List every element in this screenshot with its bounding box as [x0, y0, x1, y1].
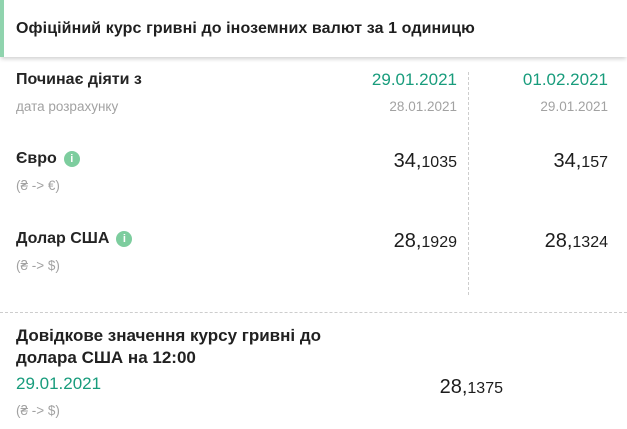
column-divider	[468, 72, 469, 295]
widget-title-bar: Офіційний курс гривні до іноземних валют…	[0, 0, 627, 57]
usd-rate-col2-cell: 28,1324	[488, 229, 608, 255]
info-icon[interactable]: i	[116, 231, 133, 247]
eur-rate-col1-cell: 34,1035	[307, 149, 457, 175]
rates-table: Починає діяти з дата розрахунку 29.01.20…	[0, 57, 627, 312]
header-col2-cell: 01.02.2021 29.01.2021	[488, 70, 608, 115]
usd-rate-col1: 28,1929	[393, 230, 457, 252]
usd-rate-col2: 28,1324	[544, 230, 608, 252]
usd-name: Долар США	[16, 230, 110, 247]
effective-from-label: Починає діяти з	[16, 71, 142, 88]
eur-label-cell: Євро i (₴ -> €)	[16, 149, 307, 194]
reference-value-cell: 28,1375	[440, 375, 503, 401]
calc-date-col2: 29.01.2021	[540, 99, 608, 114]
usd-label-cell: Долар США i (₴ -> $)	[16, 229, 307, 274]
reference-rate: 28,1375	[439, 376, 503, 398]
effective-date-col2: 01.02.2021	[522, 70, 608, 89]
eur-rate-col2-cell: 34,157	[488, 149, 608, 175]
usd-pair-label: (₴ -> $)	[16, 258, 60, 273]
calc-date-label: дата розрахунку	[16, 99, 119, 114]
eur-rate-col2: 34,157	[553, 150, 608, 172]
eur-pair-label: (₴ -> €)	[16, 178, 60, 193]
info-icon[interactable]: i	[63, 151, 80, 167]
table-row-usd: Долар США i (₴ -> $) 28,1929 28,1324	[16, 229, 608, 274]
reference-date: 29.01.2021	[16, 374, 102, 393]
reference-text-block: Довідкове значення курсу гривні до долар…	[16, 325, 440, 419]
reference-section: Довідкове значення курсу гривні до долар…	[0, 312, 627, 419]
header-col1-cell: 29.01.2021 28.01.2021	[307, 70, 457, 115]
usd-rate-col1-cell: 28,1929	[307, 229, 457, 255]
calc-date-col1: 28.01.2021	[389, 99, 457, 114]
reference-pair-label: (₴ -> $)	[16, 403, 60, 418]
page-title: Офіційний курс гривні до іноземних валют…	[16, 19, 475, 37]
header-label-cell: Починає діяти з дата розрахунку	[16, 70, 307, 115]
effective-date-col1: 29.01.2021	[371, 70, 457, 89]
table-header-row: Починає діяти з дата розрахунку 29.01.20…	[16, 70, 608, 115]
reference-label: Довідкове значення курсу гривні до долар…	[16, 326, 322, 367]
table-row-eur: Євро i (₴ -> €) 34,1035 34,157	[16, 149, 608, 194]
eur-name: Євро	[16, 150, 57, 167]
eur-rate-col1: 34,1035	[393, 150, 457, 172]
